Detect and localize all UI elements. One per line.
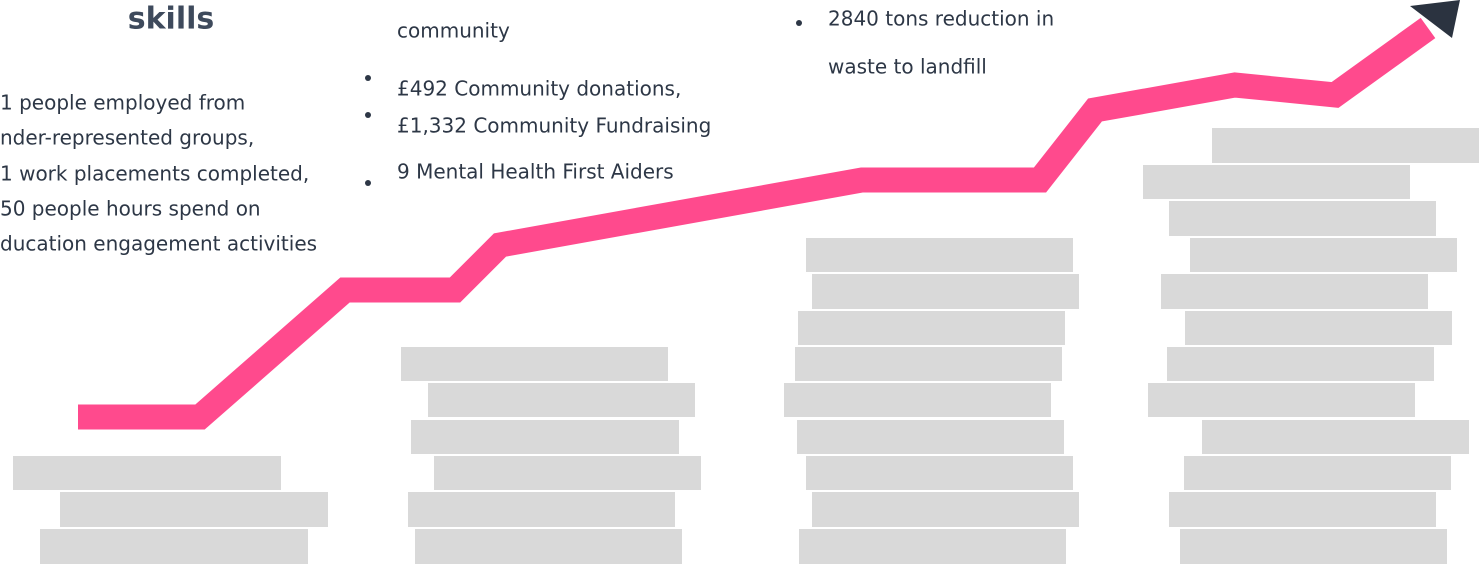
- coin: [1185, 311, 1452, 345]
- coin: [411, 420, 679, 454]
- coin: [806, 238, 1073, 272]
- coin: [1169, 201, 1436, 236]
- coin: [13, 456, 281, 490]
- bullet-text: £492 Community donations,: [397, 77, 681, 101]
- page: {"columns": [ {"heading": "skills", "lin…: [0, 0, 1481, 564]
- bullet-text: 2840 tons reduction in: [828, 7, 1054, 31]
- infographic: skills 1 people employed from nder-repre…: [0, 0, 1481, 564]
- coin: [797, 420, 1064, 454]
- coin: [806, 456, 1073, 490]
- coin: [812, 492, 1079, 527]
- text-line: 1 work placements completed,: [0, 162, 309, 186]
- bullet: [365, 180, 371, 186]
- coin: [799, 529, 1066, 564]
- coin: [1202, 420, 1469, 454]
- bullet: [365, 112, 371, 118]
- text-line: ducation engagement activities: [0, 232, 317, 256]
- text-line: 1 people employed from: [0, 91, 245, 115]
- column-heading: skills: [128, 2, 215, 37]
- bullet: [365, 75, 371, 81]
- coin: [1212, 128, 1479, 163]
- bullet: [796, 20, 802, 26]
- coin: [40, 529, 308, 564]
- coin: [1184, 456, 1451, 490]
- bullet-text: £1,332 Community Fundraising: [397, 114, 711, 138]
- coin: [1161, 274, 1428, 309]
- bullet-text: 9 Mental Health First Aiders: [397, 160, 674, 184]
- text-line: nder-represented groups,: [0, 126, 254, 150]
- coin: [1167, 347, 1434, 381]
- coin: [428, 383, 695, 417]
- coin: [408, 492, 675, 527]
- coin: [1169, 492, 1436, 527]
- coin: [1148, 383, 1415, 417]
- coin: [798, 311, 1065, 345]
- coin: [60, 492, 328, 527]
- coin: [784, 383, 1051, 417]
- text-line: community: [397, 19, 510, 43]
- coin: [434, 456, 701, 490]
- coin: [1180, 529, 1447, 564]
- text-line: 50 people hours spend on: [0, 197, 261, 221]
- coin: [401, 347, 668, 381]
- coin: [415, 529, 682, 564]
- coin: [1143, 165, 1410, 199]
- coin: [795, 347, 1062, 381]
- text-line: waste to landfill: [828, 55, 987, 79]
- coin: [1190, 238, 1457, 272]
- coin: [812, 274, 1079, 309]
